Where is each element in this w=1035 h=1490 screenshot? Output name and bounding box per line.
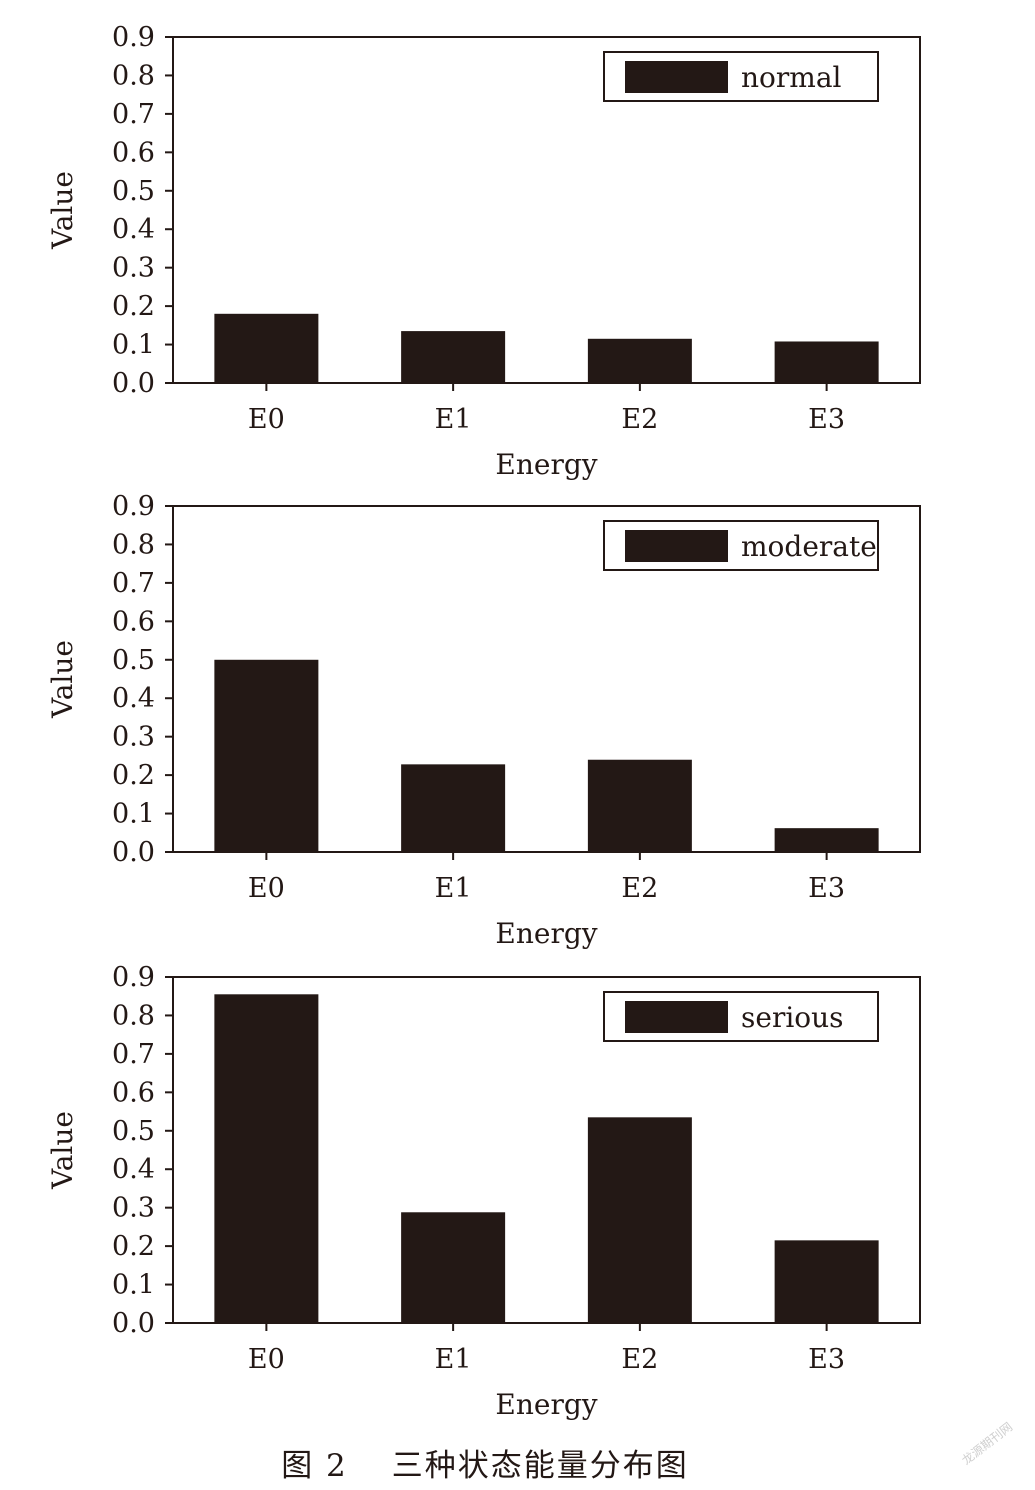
legend-swatch-serious xyxy=(625,1001,728,1033)
y-tick-label-normal-7: 0.7 xyxy=(112,99,155,130)
legend-swatch-normal xyxy=(625,61,728,93)
y-tick-label-serious-2: 0.2 xyxy=(112,1231,155,1262)
y-tick-label-normal-0: 0.0 xyxy=(112,368,155,399)
x-tick-label-moderate-e0: E0 xyxy=(248,873,285,904)
x-axis-title-serious: Energy xyxy=(495,1388,597,1421)
bar-moderate-e2 xyxy=(587,759,692,852)
figure-caption: 图 2 三种状态能量分布图 xyxy=(0,1440,970,1485)
bar-serious-e2 xyxy=(587,1117,692,1323)
x-tick-label-serious-e1: E1 xyxy=(435,1344,472,1375)
x-tick-label-normal-e0: E0 xyxy=(248,404,285,435)
y-tick-label-normal-9: 0.9 xyxy=(112,22,155,53)
y-tick-label-serious-1: 0.1 xyxy=(112,1270,155,1301)
y-tick-label-normal-8: 0.8 xyxy=(112,60,155,91)
y-tick-label-moderate-0: 0.0 xyxy=(112,837,155,868)
y-tick-label-serious-6: 0.6 xyxy=(112,1077,155,1108)
legend-label-normal: normal xyxy=(741,61,842,94)
bar-normal-e3 xyxy=(774,341,879,383)
y-tick-label-moderate-8: 0.8 xyxy=(112,529,155,560)
bar-normal-e1 xyxy=(401,331,506,383)
y-tick-label-serious-0: 0.0 xyxy=(112,1308,155,1339)
y-tick-label-moderate-6: 0.6 xyxy=(112,606,155,637)
legend-label-moderate: moderate xyxy=(741,530,877,563)
y-tick-label-moderate-9: 0.9 xyxy=(112,491,155,522)
x-tick-label-normal-e1: E1 xyxy=(435,404,472,435)
y-tick-label-normal-6: 0.6 xyxy=(112,137,155,168)
bar-moderate-e1 xyxy=(401,764,506,852)
y-tick-label-moderate-2: 0.2 xyxy=(112,760,155,791)
x-tick-label-normal-e2: E2 xyxy=(621,404,658,435)
bar-serious-e3 xyxy=(774,1240,879,1323)
y-tick-label-serious-5: 0.5 xyxy=(112,1116,155,1147)
charts-figure: 0.0 0.1 0.2 0.3 0.4 0.5 0.6 0.7 0.8 0.9 E0 E1 E2 E3 En… xyxy=(46,22,921,1421)
x-tick-label-moderate-e3: E3 xyxy=(808,873,845,904)
bar-moderate-e3 xyxy=(774,828,879,852)
bar-normal-e0 xyxy=(214,313,319,383)
y-tick-label-moderate-7: 0.7 xyxy=(112,568,155,599)
x-tick-label-moderate-e1: E1 xyxy=(435,873,472,904)
y-tick-label-normal-2: 0.2 xyxy=(112,291,155,322)
y-tick-label-moderate-5: 0.5 xyxy=(112,645,155,676)
y-tick-label-normal-1: 0.1 xyxy=(112,330,155,361)
y-tick-label-normal-5: 0.5 xyxy=(112,176,155,207)
bar-moderate-e0 xyxy=(214,659,319,852)
bar-normal-e2 xyxy=(587,338,692,383)
figure-number: 图 2 xyxy=(281,1448,348,1484)
y-tick-label-serious-9: 0.9 xyxy=(112,962,155,993)
y-tick-label-moderate-3: 0.3 xyxy=(112,722,155,753)
x-tick-label-serious-e2: E2 xyxy=(621,1344,658,1375)
bar-serious-e0 xyxy=(214,994,319,1323)
legend-label-serious: serious xyxy=(741,1001,844,1034)
y-tick-label-normal-4: 0.4 xyxy=(112,214,155,245)
y-tick-label-serious-8: 0.8 xyxy=(112,1000,155,1031)
y-tick-label-serious-4: 0.4 xyxy=(112,1154,155,1185)
y-tick-label-serious-3: 0.3 xyxy=(112,1193,155,1224)
plot-frame-serious xyxy=(172,976,921,1324)
y-tick-label-moderate-4: 0.4 xyxy=(112,683,155,714)
y-axis-title-moderate: Value xyxy=(46,640,79,719)
bar-serious-e1 xyxy=(401,1212,506,1323)
legend-swatch-moderate xyxy=(625,530,728,562)
x-tick-label-serious-e3: E3 xyxy=(808,1344,845,1375)
x-tick-label-serious-e0: E0 xyxy=(248,1344,285,1375)
x-tick-label-normal-e3: E3 xyxy=(808,404,845,435)
x-tick-label-moderate-e2: E2 xyxy=(621,873,658,904)
x-axis-title-normal: Energy xyxy=(495,448,597,481)
plot-frame-moderate xyxy=(172,505,921,853)
y-tick-label-normal-3: 0.3 xyxy=(112,253,155,284)
y-axis-title-normal: Value xyxy=(46,171,79,250)
y-tick-label-moderate-1: 0.1 xyxy=(112,799,155,830)
y-tick-label-serious-7: 0.7 xyxy=(112,1039,155,1070)
plot-frame-normal xyxy=(172,36,921,384)
y-axis-title-serious: Value xyxy=(46,1111,79,1190)
figure-title: 三种状态能量分布图 xyxy=(391,1448,689,1484)
x-axis-title-moderate: Energy xyxy=(495,917,597,950)
